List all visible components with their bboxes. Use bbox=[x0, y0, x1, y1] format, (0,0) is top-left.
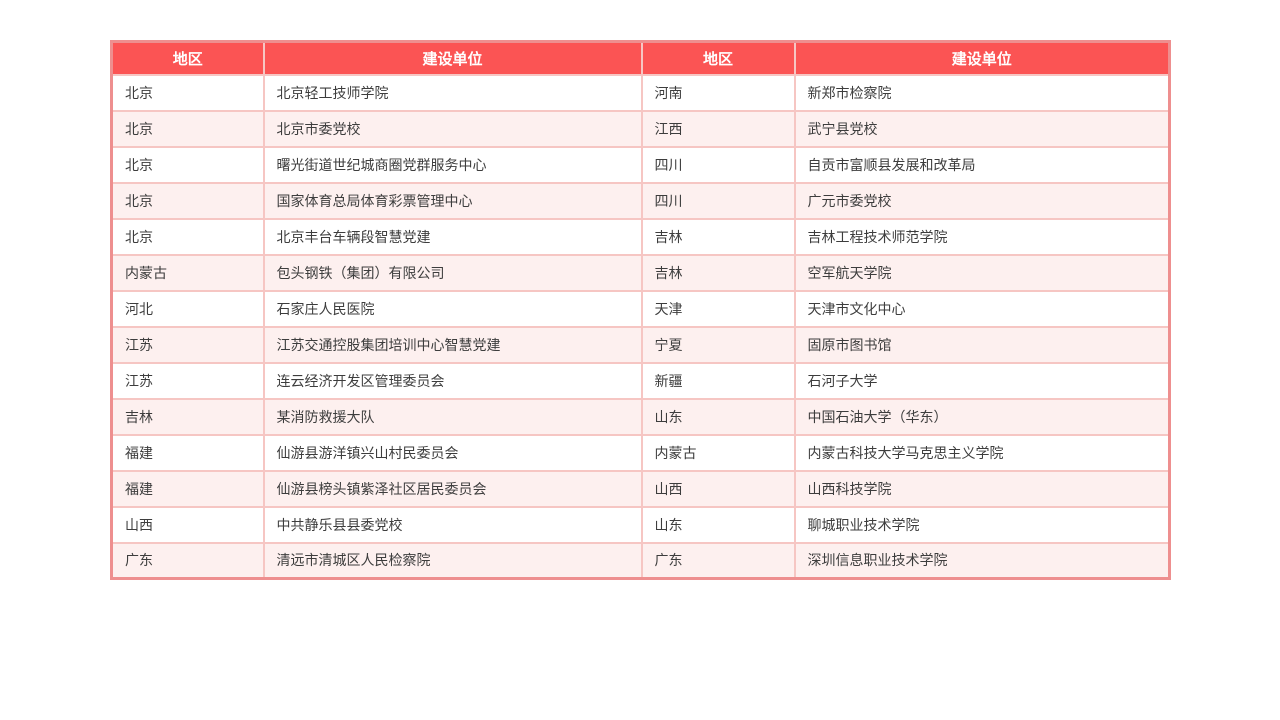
unit-cell: 国家体育总局体育彩票管理中心 bbox=[262, 181, 643, 220]
unit-cell: 仙游县榜头镇紫泽社区居民委员会 bbox=[262, 469, 643, 508]
region-cell: 宁夏 bbox=[640, 325, 796, 364]
table-header: 地区 建设单位 地区 建设单位 bbox=[110, 40, 1171, 76]
region-cell: 北京 bbox=[110, 145, 265, 184]
unit-cell: 石河子大学 bbox=[793, 361, 1171, 400]
region-cell: 吉林 bbox=[640, 217, 796, 256]
unit-cell: 清远市清城区人民检察院 bbox=[262, 541, 643, 580]
region-cell: 四川 bbox=[640, 181, 796, 220]
unit-cell: 江苏交通控股集团培训中心智慧党建 bbox=[262, 325, 643, 364]
region-cell: 北京 bbox=[110, 73, 265, 112]
unit-cell: 武宁县党校 bbox=[793, 109, 1171, 148]
table-row: 北京 北京丰台车辆段智慧党建 吉林 吉林工程技术师范学院 bbox=[110, 217, 1171, 256]
region-cell: 吉林 bbox=[640, 253, 796, 292]
table-row: 河北 石家庄人民医院 天津 天津市文化中心 bbox=[110, 289, 1171, 328]
table-row: 山西 中共静乐县县委党校 山东 聊城职业技术学院 bbox=[110, 505, 1171, 544]
party-building-units-table: 地区 建设单位 地区 建设单位 北京 北京轻工技师学院 河南 新郑市检察院 北京 北京市委… bbox=[110, 40, 1171, 580]
table-row: 福建 仙游县榜头镇紫泽社区居民委员会 山西 山西科技学院 bbox=[110, 469, 1171, 508]
region-cell: 河北 bbox=[110, 289, 265, 328]
region-cell: 四川 bbox=[640, 145, 796, 184]
table-row: 江苏 连云经济开发区管理委员会 新疆 石河子大学 bbox=[110, 361, 1171, 400]
region-cell: 福建 bbox=[110, 469, 265, 508]
table-row: 北京 北京轻工技师学院 河南 新郑市检察院 bbox=[110, 73, 1171, 112]
unit-cell: 固原市图书馆 bbox=[793, 325, 1171, 364]
table-row: 北京 北京市委党校 江西 武宁县党校 bbox=[110, 109, 1171, 148]
header-region-right: 地区 bbox=[640, 40, 796, 76]
region-cell: 广东 bbox=[110, 541, 265, 580]
table-row: 福建 仙游县游洋镇兴山村民委员会 内蒙古 内蒙古科技大学马克思主义学院 bbox=[110, 433, 1171, 472]
header-region-left: 地区 bbox=[110, 40, 265, 76]
unit-cell: 某消防救援大队 bbox=[262, 397, 643, 436]
unit-cell: 自贡市富顺县发展和改革局 bbox=[793, 145, 1171, 184]
region-cell: 天津 bbox=[640, 289, 796, 328]
table-row: 北京 国家体育总局体育彩票管理中心 四川 广元市委党校 bbox=[110, 181, 1171, 220]
table-row: 内蒙古 包头钢铁（集团）有限公司 吉林 空军航天学院 bbox=[110, 253, 1171, 292]
region-cell: 新疆 bbox=[640, 361, 796, 400]
unit-cell: 曙光街道世纪城商圈党群服务中心 bbox=[262, 145, 643, 184]
data-table: 地区 建设单位 地区 建设单位 北京 北京轻工技师学院 河南 新郑市检察院 北京 北京市委… bbox=[110, 40, 1171, 580]
region-cell: 北京 bbox=[110, 217, 265, 256]
unit-cell: 北京丰台车辆段智慧党建 bbox=[262, 217, 643, 256]
unit-cell: 新郑市检察院 bbox=[793, 73, 1171, 112]
header-unit-right: 建设单位 bbox=[793, 40, 1171, 76]
header-unit-left: 建设单位 bbox=[262, 40, 643, 76]
unit-cell: 深圳信息职业技术学院 bbox=[793, 541, 1171, 580]
table-row: 北京 曙光街道世纪城商圈党群服务中心 四川 自贡市富顺县发展和改革局 bbox=[110, 145, 1171, 184]
unit-cell: 天津市文化中心 bbox=[793, 289, 1171, 328]
unit-cell: 包头钢铁（集团）有限公司 bbox=[262, 253, 643, 292]
region-cell: 山西 bbox=[640, 469, 796, 508]
unit-cell: 中共静乐县县委党校 bbox=[262, 505, 643, 544]
unit-cell: 北京市委党校 bbox=[262, 109, 643, 148]
region-cell: 内蒙古 bbox=[110, 253, 265, 292]
unit-cell: 石家庄人民医院 bbox=[262, 289, 643, 328]
unit-cell: 吉林工程技术师范学院 bbox=[793, 217, 1171, 256]
unit-cell: 聊城职业技术学院 bbox=[793, 505, 1171, 544]
table-row: 江苏 江苏交通控股集团培训中心智慧党建 宁夏 固原市图书馆 bbox=[110, 325, 1171, 364]
unit-cell: 北京轻工技师学院 bbox=[262, 73, 643, 112]
region-cell: 广东 bbox=[640, 541, 796, 580]
region-cell: 山西 bbox=[110, 505, 265, 544]
region-cell: 江西 bbox=[640, 109, 796, 148]
region-cell: 吉林 bbox=[110, 397, 265, 436]
region-cell: 江苏 bbox=[110, 361, 265, 400]
table-row: 吉林 某消防救援大队 山东 中国石油大学（华东） bbox=[110, 397, 1171, 436]
region-cell: 山东 bbox=[640, 505, 796, 544]
region-cell: 北京 bbox=[110, 181, 265, 220]
unit-cell: 仙游县游洋镇兴山村民委员会 bbox=[262, 433, 643, 472]
unit-cell: 广元市委党校 bbox=[793, 181, 1171, 220]
table-row: 广东 清远市清城区人民检察院 广东 深圳信息职业技术学院 bbox=[110, 541, 1171, 580]
unit-cell: 空军航天学院 bbox=[793, 253, 1171, 292]
unit-cell: 内蒙古科技大学马克思主义学院 bbox=[793, 433, 1171, 472]
unit-cell: 中国石油大学（华东） bbox=[793, 397, 1171, 436]
unit-cell: 连云经济开发区管理委员会 bbox=[262, 361, 643, 400]
region-cell: 内蒙古 bbox=[640, 433, 796, 472]
region-cell: 福建 bbox=[110, 433, 265, 472]
region-cell: 江苏 bbox=[110, 325, 265, 364]
header-row: 地区 建设单位 地区 建设单位 bbox=[110, 40, 1171, 76]
region-cell: 山东 bbox=[640, 397, 796, 436]
region-cell: 北京 bbox=[110, 109, 265, 148]
region-cell: 河南 bbox=[640, 73, 796, 112]
table-body: 北京 北京轻工技师学院 河南 新郑市检察院 北京 北京市委党校 江西 武宁县党校 北京 曙光街道世… bbox=[110, 73, 1171, 580]
unit-cell: 山西科技学院 bbox=[793, 469, 1171, 508]
